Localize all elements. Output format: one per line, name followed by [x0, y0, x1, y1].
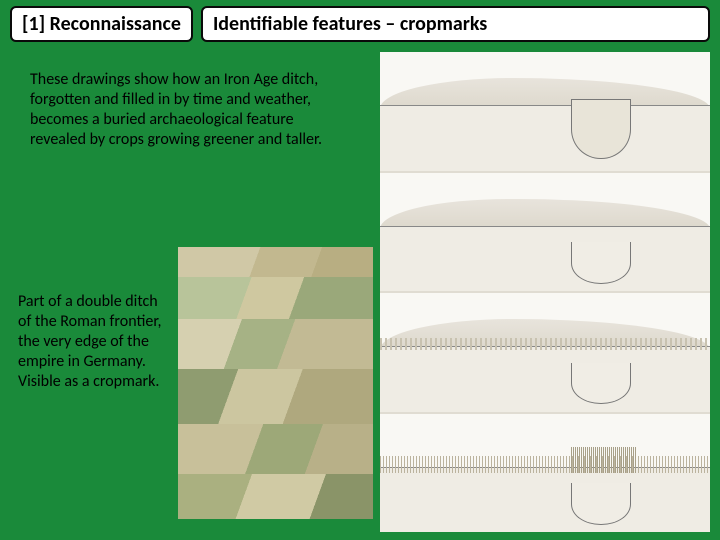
caption-aerial: Part of a double ditch of the Roman fron…: [18, 292, 168, 392]
slide-content: These drawings show how an Iron Age ditc…: [0, 42, 720, 536]
header-bar: [1] Reconnaissance Identifiable features…: [0, 0, 720, 42]
header-pill-section: [1] Reconnaissance: [10, 6, 193, 42]
aerial-field-strip: [178, 474, 373, 519]
header-pill-title: Identifiable features – cropmarks: [201, 6, 710, 42]
drawing-stage3: [380, 293, 710, 414]
aerial-field-strip: [178, 369, 373, 424]
drawing-stage4: [380, 414, 710, 533]
caption-drawings: These drawings show how an Iron Age ditc…: [30, 70, 350, 150]
drawings-panel: [380, 52, 710, 532]
aerial-field-strip: [178, 319, 373, 369]
aerial-field-strip: [178, 424, 373, 474]
aerial-photo: [178, 247, 373, 519]
aerial-field-strip: [178, 247, 373, 277]
drawing-stage2: [380, 173, 710, 294]
drawing-stage1: [380, 52, 710, 173]
aerial-field-strip: [178, 277, 373, 319]
